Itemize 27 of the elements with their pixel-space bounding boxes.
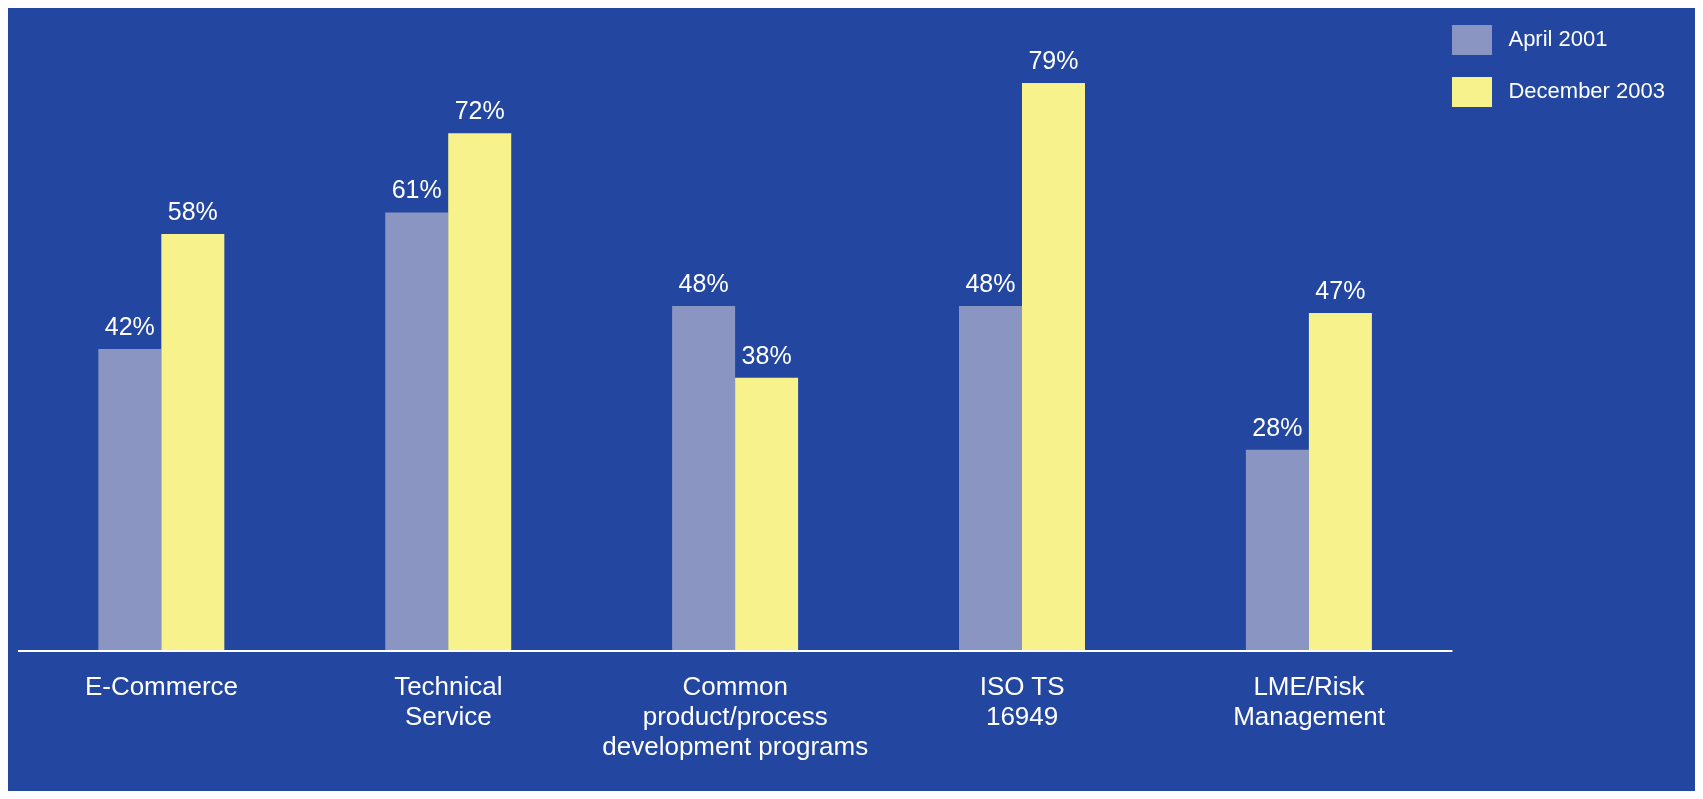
data-label: 58% xyxy=(167,196,218,225)
legend-label: April 2001 xyxy=(1508,26,1608,51)
data-label: 48% xyxy=(965,268,1016,297)
bar xyxy=(161,233,225,651)
data-label: 79% xyxy=(1028,46,1079,74)
bar xyxy=(1245,449,1309,651)
bar xyxy=(385,212,449,651)
bar xyxy=(672,305,736,651)
x-tick-label: Technical Service xyxy=(394,671,503,731)
bar xyxy=(98,349,162,651)
x-tick-label: Common product/process development programs xyxy=(602,671,869,761)
data-label: 42% xyxy=(104,312,155,341)
x-tick-label: ISO TS 16949 xyxy=(979,671,1065,731)
x-tick-label: E-Commerce xyxy=(84,671,239,701)
bar xyxy=(959,305,1022,651)
data-label: 47% xyxy=(1315,276,1366,305)
data-label: 72% xyxy=(454,96,505,125)
bar xyxy=(1022,83,1085,651)
data-label: 28% xyxy=(1252,412,1303,441)
data-label: 61% xyxy=(391,175,442,204)
bar xyxy=(1308,313,1372,651)
legend-label: December 2003 xyxy=(1508,78,1665,103)
bar xyxy=(735,377,799,651)
x-tick-label: LME/Risk Management xyxy=(1233,671,1386,731)
data-label: 38% xyxy=(741,340,792,369)
data-label: 48% xyxy=(678,268,729,297)
bar xyxy=(448,133,512,651)
